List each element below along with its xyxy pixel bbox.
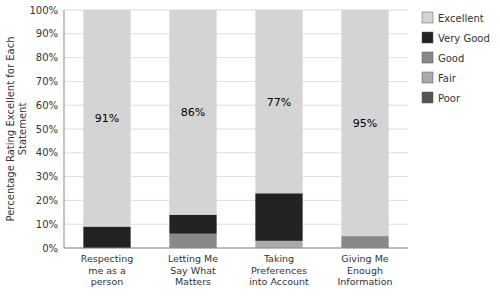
x-tick-label-line: into Account	[249, 276, 309, 287]
bar-segment	[169, 234, 216, 248]
bar-segment	[341, 10, 388, 236]
data-label: 91%	[95, 112, 119, 125]
data-label: 77%	[267, 96, 291, 109]
x-tick-label-line: Preferences	[251, 265, 307, 276]
bar-segment	[255, 193, 302, 241]
legend-label: Good	[438, 53, 464, 64]
x-tick-label-line: me as a	[88, 265, 126, 276]
y-axis	[64, 10, 65, 248]
y-tick-label: 100%	[29, 5, 58, 16]
chart: 0% 10% 20% 30% 40% 50% 60% 70% 80% 90% 100% 91% 86% 7…	[0, 0, 500, 299]
bar-segment	[255, 241, 302, 248]
x-tick-label-line: Taking	[263, 253, 294, 264]
bar-segment	[83, 10, 130, 227]
y-axis-label-line: Percentage Rating Excellent for Each	[5, 37, 16, 222]
x-tick-label: TakingPreferencesinto Account	[249, 253, 309, 287]
bars	[83, 10, 388, 248]
legend-swatch	[422, 32, 433, 43]
y-axis-label-line: Statement	[17, 103, 28, 156]
x-tick-label-line: Enough	[347, 265, 383, 276]
y-tick-label: 0%	[42, 243, 58, 254]
y-tick-label: 70%	[36, 76, 58, 87]
x-tick-label-line: Information	[338, 276, 393, 287]
legend-label: Very Good	[438, 33, 490, 44]
grid-line	[64, 248, 408, 249]
y-tick-label: 90%	[36, 28, 58, 39]
bar-segment	[341, 236, 388, 248]
x-tick-label: Giving MeEnoughInformation	[338, 253, 393, 287]
legend-swatch	[422, 92, 433, 103]
y-tick-label: 80%	[36, 52, 58, 63]
data-label: 86%	[181, 106, 205, 119]
legend-swatch	[422, 52, 433, 63]
y-tick-label: 10%	[36, 219, 58, 230]
y-tick-label: 50%	[36, 124, 58, 135]
y-tick-label: 40%	[36, 147, 58, 158]
legend-label: Fair	[438, 73, 457, 84]
x-tick-label-line: Letting Me	[168, 253, 218, 264]
x-tick-label: Respectingme as aperson	[81, 253, 133, 287]
x-tick-label-line: Say What	[170, 265, 216, 276]
x-tick-label-line: person	[91, 276, 124, 287]
x-tick-label-line: Respecting	[81, 253, 133, 264]
y-tick-label: 30%	[36, 171, 58, 182]
x-axis	[64, 248, 408, 249]
bar-segment	[169, 215, 216, 234]
y-tick-label: 20%	[36, 195, 58, 206]
bar-segment	[255, 10, 302, 193]
x-tick-label-line: Giving Me	[341, 253, 389, 264]
x-tick-label: Letting MeSay WhatMatters	[168, 253, 218, 287]
bar-segment	[83, 227, 130, 248]
legend-label: Poor	[438, 93, 461, 104]
y-tick-label: 60%	[36, 100, 58, 111]
legend-swatch	[422, 72, 433, 83]
legend-swatch	[422, 12, 433, 23]
data-label: 95%	[353, 117, 377, 130]
bar-segment	[169, 10, 216, 215]
grid	[64, 10, 408, 248]
x-tick-label-line: Matters	[175, 276, 211, 287]
legend: Excellent Very Good Good Fair Poor	[422, 12, 490, 104]
legend-label: Excellent	[438, 13, 484, 24]
y-axis-label: Percentage Rating Excellent for EachStat…	[5, 37, 28, 222]
